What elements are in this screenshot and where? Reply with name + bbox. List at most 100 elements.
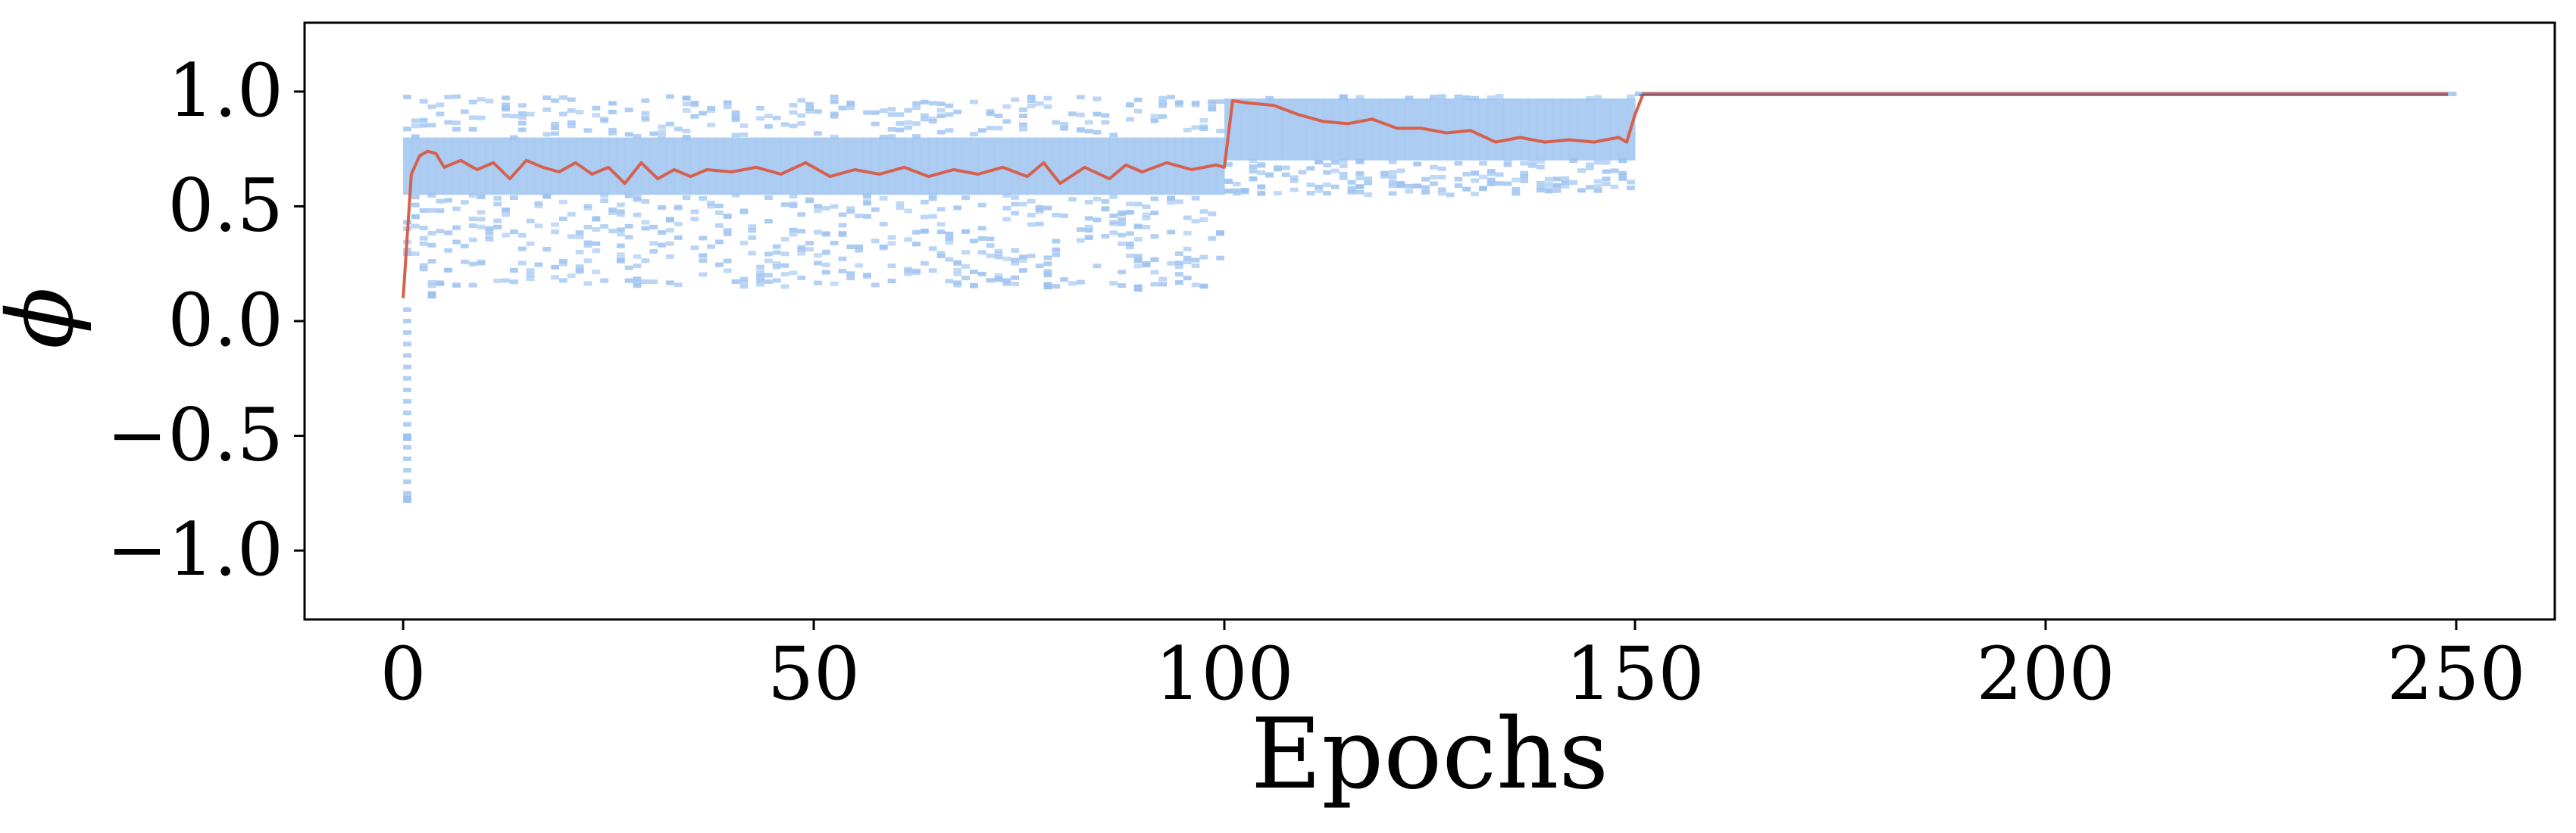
density-cell <box>789 137 798 195</box>
density-cell <box>551 125 560 130</box>
density-cell <box>1109 137 1118 195</box>
density-cell <box>1174 251 1183 257</box>
density-cell <box>427 230 436 236</box>
density-cell <box>633 195 642 200</box>
density-cell <box>928 119 937 124</box>
density-cell <box>633 264 642 269</box>
density-cell <box>444 248 453 253</box>
density-cell <box>936 137 946 195</box>
density-cell <box>838 137 847 195</box>
density-cell <box>1027 254 1036 259</box>
density-cell <box>887 134 896 139</box>
density-cell <box>1430 181 1438 186</box>
density-cell <box>624 132 633 137</box>
density-cell <box>723 231 732 236</box>
density-cell <box>945 137 954 195</box>
density-cell <box>403 353 411 358</box>
density-cell <box>1167 261 1175 266</box>
density-cell <box>419 267 428 272</box>
density-cell <box>419 226 428 231</box>
density-cell <box>517 261 527 266</box>
density-cell <box>1430 95 1438 100</box>
density-cell <box>1355 98 1365 161</box>
density-cell <box>1011 97 1020 102</box>
density-cell <box>665 241 674 246</box>
density-cell <box>1150 211 1159 216</box>
density-cell <box>592 270 601 275</box>
density-cell <box>1052 247 1061 252</box>
density-cell <box>1339 158 1348 164</box>
density-cell <box>1150 257 1159 263</box>
density-cell <box>1315 188 1324 193</box>
density-cell <box>1174 102 1183 108</box>
density-cell <box>1109 133 1118 138</box>
density-cell <box>542 107 552 112</box>
density-cell <box>756 116 765 121</box>
density-cell <box>1618 158 1627 164</box>
density-cell <box>1503 162 1512 167</box>
density-cell <box>665 228 674 233</box>
density-cell <box>1585 185 1594 190</box>
density-cell <box>945 112 954 117</box>
density-cell <box>427 207 436 213</box>
density-cell <box>690 245 699 251</box>
density-cell <box>460 200 469 205</box>
density-cell <box>452 283 461 289</box>
density-cell <box>1109 213 1118 218</box>
density-cell <box>1019 254 1027 260</box>
density-cell <box>1133 254 1143 259</box>
density-cell <box>731 192 740 198</box>
density-cell <box>936 207 946 212</box>
density-cell <box>1191 219 1200 224</box>
density-cell <box>1552 188 1562 193</box>
density-cell <box>723 100 732 105</box>
density-cell <box>1183 215 1192 220</box>
density-cell <box>871 121 880 126</box>
density-cell <box>665 121 674 126</box>
density-cell <box>1602 98 1611 161</box>
density-cell <box>748 137 757 195</box>
density-cell <box>477 137 486 195</box>
density-cell <box>1298 98 1307 161</box>
density-cell <box>756 273 765 278</box>
density-cell <box>1347 179 1356 185</box>
density-cell <box>477 224 486 229</box>
density-cell <box>1150 118 1159 123</box>
density-cell <box>821 249 830 254</box>
density-cell <box>1290 187 1299 192</box>
density-cell <box>1002 217 1011 222</box>
density-cell <box>1183 127 1192 133</box>
density-cell <box>1577 168 1586 173</box>
density-cell <box>731 117 740 123</box>
density-cell <box>945 240 954 245</box>
density-cell <box>509 279 518 285</box>
density-cell <box>1347 98 1356 161</box>
density-cell <box>509 135 518 140</box>
density-cell <box>896 121 905 126</box>
density-cell <box>1043 104 1052 109</box>
density-cell <box>714 210 724 215</box>
density-cell <box>624 108 633 113</box>
density-cell <box>1536 188 1545 193</box>
density-cell <box>1101 113 1110 118</box>
density-cell <box>444 230 453 236</box>
density-cell <box>904 137 913 195</box>
density-cell <box>517 103 527 108</box>
density-cell <box>1052 252 1061 257</box>
density-cell <box>600 118 609 123</box>
density-cell <box>1125 117 1134 122</box>
density-cell <box>961 276 970 281</box>
density-cell <box>780 263 789 268</box>
density-cell <box>699 253 708 258</box>
y-axis: −1.0 −0.5 0.0 0.5 1.0 <box>107 48 305 592</box>
density-cell <box>468 223 477 229</box>
density-cell <box>1142 263 1151 268</box>
density-cell <box>896 127 905 133</box>
density-cell <box>714 223 724 228</box>
density-cell <box>403 399 411 404</box>
density-cell <box>977 137 987 195</box>
density-cell <box>1093 96 1102 101</box>
density-cell <box>739 137 749 195</box>
density-cell <box>1199 117 1208 123</box>
